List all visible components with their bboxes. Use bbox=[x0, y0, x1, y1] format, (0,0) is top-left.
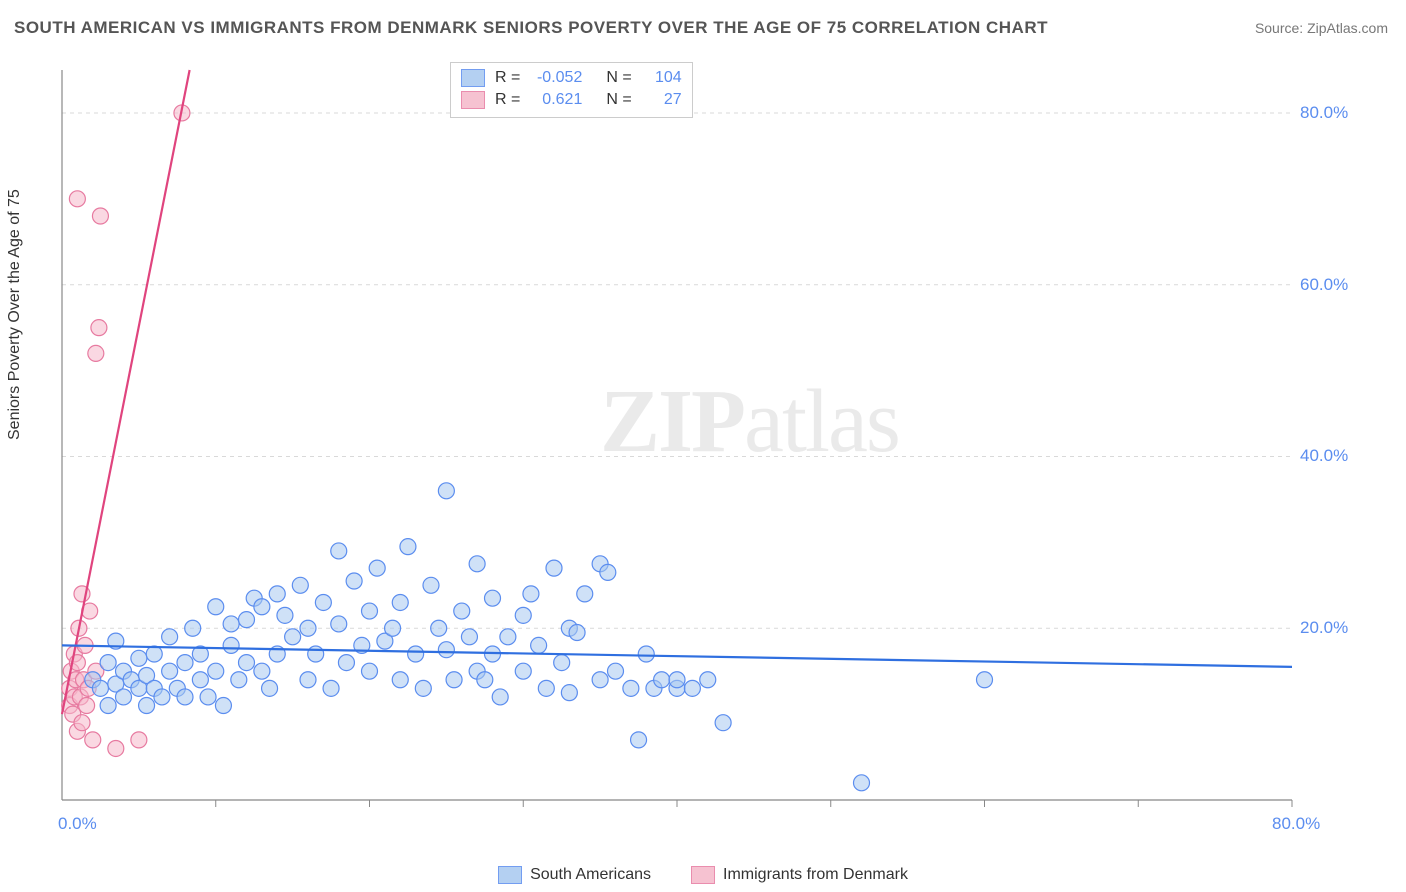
legend-item: Immigrants from Denmark bbox=[691, 866, 908, 884]
stats-legend-row: R = 0.621 N = 27 bbox=[461, 89, 682, 111]
legend-label: South Americans bbox=[530, 866, 651, 884]
r-value: 0.621 bbox=[530, 89, 582, 111]
x-min-label: 0.0% bbox=[58, 814, 97, 834]
chart-title: SOUTH AMERICAN VS IMMIGRANTS FROM DENMAR… bbox=[14, 18, 1048, 38]
legend-swatch bbox=[498, 866, 522, 884]
legend-swatch bbox=[691, 866, 715, 884]
n-label: N = bbox=[606, 67, 631, 89]
y-tick-label: 60.0% bbox=[1300, 275, 1348, 295]
plot-area bbox=[52, 60, 1352, 820]
y-tick-label: 40.0% bbox=[1300, 446, 1348, 466]
stats-legend-row: R = -0.052 N = 104 bbox=[461, 67, 682, 89]
legend-swatch bbox=[461, 69, 485, 87]
r-value: -0.052 bbox=[530, 67, 582, 89]
chart-container: SOUTH AMERICAN VS IMMIGRANTS FROM DENMAR… bbox=[0, 0, 1406, 892]
y-tick-label: 80.0% bbox=[1300, 103, 1348, 123]
source-attribution: Source: ZipAtlas.com bbox=[1255, 20, 1388, 36]
n-value: 104 bbox=[642, 67, 682, 89]
n-value: 27 bbox=[642, 89, 682, 111]
r-label: R = bbox=[495, 67, 520, 89]
stats-legend: R = -0.052 N = 104 R = 0.621 N = 27 bbox=[450, 62, 693, 118]
y-axis-label: Seniors Poverty Over the Age of 75 bbox=[6, 189, 24, 440]
legend-label: Immigrants from Denmark bbox=[723, 866, 908, 884]
legend-swatch bbox=[461, 91, 485, 109]
x-max-label: 80.0% bbox=[1272, 814, 1320, 834]
y-tick-label: 20.0% bbox=[1300, 618, 1348, 638]
scatter-plot-svg bbox=[52, 60, 1352, 820]
n-label: N = bbox=[606, 89, 631, 111]
r-label: R = bbox=[495, 89, 520, 111]
series-legend: South Americans Immigrants from Denmark bbox=[0, 866, 1406, 884]
legend-item: South Americans bbox=[498, 866, 651, 884]
